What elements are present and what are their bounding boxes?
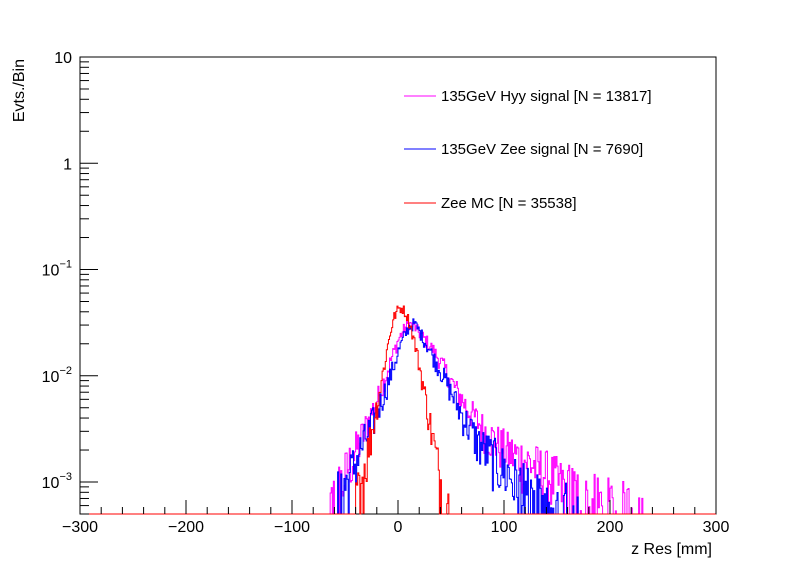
x-tick-label: −200 — [168, 519, 204, 536]
series-line-3 — [80, 305, 716, 515]
legend: 135GeV Hyy signal [N = 13817] 135GeV Zee … — [404, 88, 652, 212]
x-tick-label: 100 — [491, 519, 518, 536]
legend-label: Zee MC [N = 35538] — [441, 195, 576, 212]
y-axis-title: Evts./Bin — [11, 59, 28, 122]
series-layer — [80, 305, 716, 515]
legend-label: 135GeV Zee signal [N = 7690] — [441, 141, 643, 158]
legend-label: 135GeV Hyy signal [N = 13817] — [441, 88, 652, 105]
x-axis-title: z Res [mm] — [631, 541, 712, 558]
x-tick-label: 0 — [394, 519, 403, 536]
x-tick-label: −100 — [274, 519, 310, 536]
y-tick-label: 10 — [54, 50, 72, 67]
y-tick-label: 1 — [63, 156, 72, 173]
x-tick-label: 200 — [597, 519, 624, 536]
x-tick-label: 300 — [703, 519, 730, 536]
x-tick-label: −300 — [62, 519, 98, 536]
